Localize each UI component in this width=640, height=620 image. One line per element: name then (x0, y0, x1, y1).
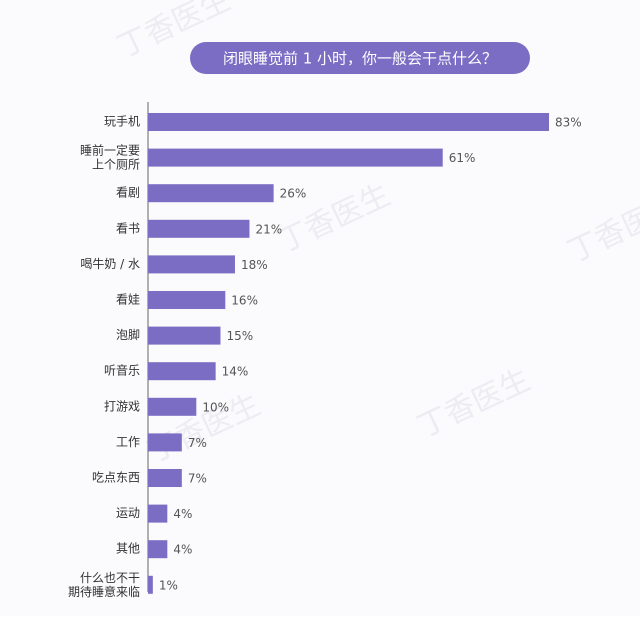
y-tick-label: 睡前一定要上个厕所 (80, 142, 140, 171)
bar (148, 504, 168, 523)
value-label: 10% (202, 400, 229, 414)
bar (148, 469, 182, 487)
y-tick-label: 什么也不干期待睡意来临 (68, 570, 140, 598)
y-tick-label: 运动 (116, 506, 140, 520)
value-label: 26% (280, 187, 307, 201)
bar (148, 575, 153, 594)
y-tick-label: 听音乐 (104, 363, 140, 378)
value-label: 15% (226, 329, 253, 343)
bar (148, 540, 168, 559)
y-tick-label: 工作 (116, 435, 140, 449)
value-label: 4% (173, 507, 192, 521)
y-tick-label: 其他 (116, 542, 140, 556)
bar (148, 326, 221, 345)
y-tick-label: 看剧 (116, 186, 140, 200)
y-tick-label: 喝牛奶 / 水 (80, 256, 140, 271)
value-label: 18% (241, 258, 268, 272)
y-tick-label: 玩手机 (104, 115, 140, 129)
bar (148, 255, 235, 274)
title-pill (190, 42, 530, 74)
value-label: 61% (449, 151, 476, 165)
bar (148, 113, 549, 131)
y-tick-label: 吃点东西 (92, 471, 140, 485)
value-label: 7% (188, 436, 207, 450)
bar (148, 291, 226, 309)
bar (148, 362, 216, 381)
bar (148, 184, 274, 203)
bar (148, 397, 197, 416)
value-label: 1% (159, 578, 178, 592)
y-tick-label: 泡脚 (116, 327, 140, 342)
bar (148, 433, 182, 452)
value-label: 21% (255, 222, 282, 236)
value-label: 4% (173, 543, 192, 557)
value-label: 14% (222, 365, 249, 379)
bar (148, 148, 443, 167)
bar (148, 219, 250, 238)
y-tick-label: 看书 (116, 221, 140, 235)
value-label: 16% (231, 294, 258, 308)
y-tick-label: 打游戏 (104, 399, 140, 413)
y-tick-label: 看娃 (116, 293, 140, 307)
chart-title: 闭眼睡觉前 1 小时，你一般会干点什么？ (223, 50, 497, 68)
value-label: 7% (188, 472, 207, 486)
value-label: 83% (555, 116, 582, 130)
